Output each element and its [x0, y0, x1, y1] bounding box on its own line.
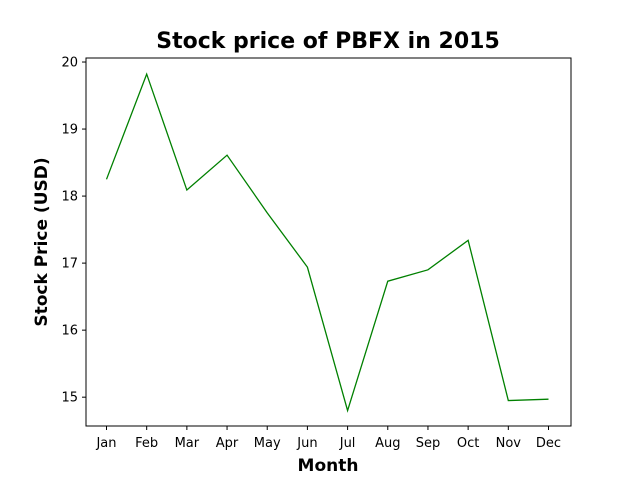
x-tick-label: Nov	[496, 436, 522, 451]
chart-title: Stock price of PBFX in 2015	[156, 29, 500, 54]
series-line-0	[105, 72, 549, 413]
y-tick-label: 15	[61, 391, 78, 406]
x-tick-label: Apr	[216, 436, 239, 451]
x-tick-label: Oct	[457, 436, 479, 451]
series-layer	[105, 72, 549, 413]
x-tick-label: Jul	[339, 436, 356, 451]
y-tick-label: 17	[61, 257, 78, 272]
plot-area-frame	[85, 57, 572, 427]
x-tick-label: Aug	[375, 436, 400, 451]
x-tick-label: May	[254, 436, 281, 451]
y-axis: 15 16 17 18 19 20	[61, 56, 86, 406]
x-tick-label: Mar	[175, 436, 200, 451]
x-tick-label: Jun	[296, 436, 317, 451]
x-tick-label: Jan	[95, 436, 116, 451]
x-tick-label: Sep	[416, 436, 441, 451]
x-tick-label: Dec	[536, 436, 561, 451]
y-tick-label: 19	[61, 123, 78, 138]
y-tick-label: 18	[61, 190, 78, 205]
y-tick-label: 20	[61, 56, 78, 71]
x-axis: Jan Feb Mar Apr May Jun Jul Aug Sep Oct Nov Dec	[95, 426, 561, 451]
y-tick-label: 16	[61, 324, 78, 339]
y-axis-label: Stock Price (USD)	[32, 157, 52, 326]
x-tick-label: Feb	[135, 436, 158, 451]
x-axis-label: Month	[298, 456, 359, 476]
